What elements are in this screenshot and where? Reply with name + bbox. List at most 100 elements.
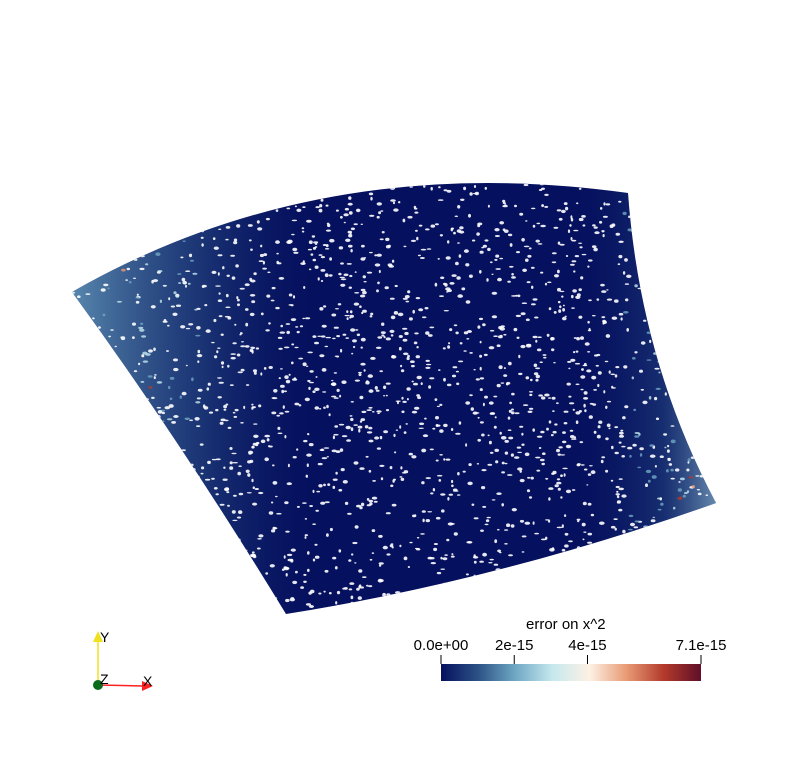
mesh-speckle-dot xyxy=(488,401,494,405)
mesh-speckle-dot xyxy=(587,473,592,476)
mesh-speckle-dot xyxy=(533,372,539,376)
mesh-speckle-dot xyxy=(388,167,393,169)
mesh-speckle-dot xyxy=(447,345,451,349)
mesh-speckle-dot xyxy=(404,295,410,299)
mesh-speckle-dot xyxy=(200,236,204,239)
mesh-speckle-dot xyxy=(624,283,630,285)
mesh-speckle-dot xyxy=(463,350,467,352)
mesh-speckle-dot xyxy=(376,289,379,293)
mesh-speckle-dot xyxy=(197,513,200,516)
mesh-speckle-dot xyxy=(590,513,595,517)
mesh-speckle-dot xyxy=(529,393,533,397)
mesh-speckle-dot xyxy=(576,293,581,297)
mesh-speckle-dot xyxy=(475,412,480,414)
mesh-speckle-dot xyxy=(429,448,434,451)
mesh-speckle-dot xyxy=(291,172,294,175)
mesh-speckle-dot xyxy=(282,405,285,409)
mesh-speckle-dot xyxy=(167,418,173,421)
mesh-speckle-dot xyxy=(495,268,502,270)
mesh-speckle-dot xyxy=(443,423,448,428)
mesh-speckle-dot xyxy=(240,550,244,553)
mesh-speckle-dot xyxy=(320,448,324,452)
mesh-speckle-dot xyxy=(592,403,597,406)
mesh-speckle-dot xyxy=(126,227,132,230)
mesh-speckle-dot xyxy=(508,159,511,162)
mesh-speckle-dot xyxy=(700,220,703,224)
mesh-speckle-dot xyxy=(458,421,462,425)
mesh-speckle-dot xyxy=(551,396,556,400)
mesh-speckle-dot xyxy=(497,277,502,282)
mesh-speckle-dot xyxy=(647,260,651,264)
mesh-speckle-dot xyxy=(346,263,352,265)
mesh-speckle-dot xyxy=(588,415,593,419)
mesh-speckle-dot xyxy=(72,410,76,414)
mesh-speckle-dot xyxy=(156,467,162,471)
mesh-speckle-dot xyxy=(335,209,339,212)
mesh-speckle-dot xyxy=(623,365,628,369)
mesh-speckle-dot xyxy=(239,287,245,290)
mesh-speckle-dot xyxy=(309,370,314,373)
mesh-speckle-dot xyxy=(67,248,72,249)
mesh-speckle-dot xyxy=(257,227,263,231)
mesh-speckle-dot xyxy=(418,224,423,227)
mesh-speckle-dot xyxy=(535,607,542,611)
mesh-speckle-dot xyxy=(233,610,236,614)
mesh-speckle-dot xyxy=(429,557,435,560)
mesh-speckle-dot xyxy=(514,456,520,459)
mesh-speckle-dot xyxy=(481,177,486,180)
mesh-speckle-dot xyxy=(276,252,279,255)
mesh-speckle-dot xyxy=(111,363,116,367)
mesh-speckle-dot xyxy=(217,377,222,379)
colorbar[interactable] xyxy=(441,664,701,681)
mesh-speckle-dot xyxy=(123,173,126,176)
mesh-speckle-dot xyxy=(109,495,115,499)
mesh-speckle-dot xyxy=(502,199,506,203)
mesh-speckle-dot xyxy=(562,308,565,312)
mesh-speckle-dot xyxy=(669,536,675,540)
mesh-speckle-dot xyxy=(390,334,394,337)
mesh-speckle-dot xyxy=(575,383,580,386)
mesh-speckle-dot xyxy=(208,168,212,170)
mesh-speckle-dot xyxy=(705,416,712,419)
mesh-speckle-dot xyxy=(264,160,267,162)
mesh-speckle-dot xyxy=(494,448,500,452)
orientation-axes-triad[interactable] xyxy=(93,631,153,691)
mesh-speckle-dot xyxy=(308,386,311,390)
mesh-speckle-dot xyxy=(403,352,409,356)
mesh-speckle-dot xyxy=(376,215,380,219)
mesh-speckle-dot xyxy=(449,328,453,332)
mesh-speckle-dot xyxy=(521,302,528,305)
mesh-speckle-dot xyxy=(568,367,571,370)
mesh-speckle-dot xyxy=(229,447,233,450)
mesh-speckle-dot xyxy=(361,606,366,609)
mesh-speckle-dot xyxy=(377,281,380,285)
mesh-speckle-dot xyxy=(213,513,219,517)
mesh-speckle-dot xyxy=(511,586,515,590)
mesh-speckle-dot xyxy=(312,489,315,493)
mesh-speckle-dot xyxy=(524,452,530,457)
mesh-speckle-dot xyxy=(116,173,118,175)
mesh-speckle-dot xyxy=(219,421,224,425)
mesh-speckle-dot xyxy=(271,185,275,189)
mesh-speckle-dot xyxy=(519,212,524,216)
mesh-speckle-dot xyxy=(578,315,583,319)
mesh-speckle-dot xyxy=(63,197,68,200)
mesh-speckle-dot xyxy=(63,466,67,469)
mesh-speckle-dot xyxy=(479,250,484,254)
mesh-speckle-dot xyxy=(296,168,298,172)
mesh-speckle-dot xyxy=(277,432,283,435)
mesh-speckle-dot xyxy=(156,243,159,247)
mesh-speckle-dot xyxy=(594,231,600,235)
mesh-speckle-dot xyxy=(578,217,584,222)
mesh-speckle-dot xyxy=(209,189,214,193)
mesh-speckle-dot xyxy=(72,190,77,194)
mesh-speckle-dot xyxy=(471,239,476,242)
mesh-speckle-dot xyxy=(546,427,549,431)
mesh-speckle-dot xyxy=(94,248,98,252)
mesh-speckle-dot xyxy=(291,343,295,346)
mesh-speckle-dot xyxy=(219,596,225,599)
mesh-speckle-dot xyxy=(575,420,579,425)
mesh-speckle-dot xyxy=(599,608,604,612)
mesh-speckle-dot xyxy=(348,559,352,562)
